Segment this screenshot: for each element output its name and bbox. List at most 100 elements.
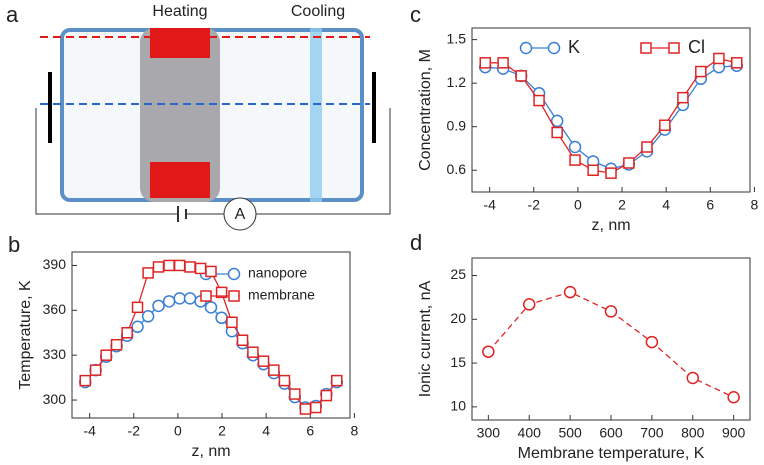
x-tick-label: 0 — [574, 197, 582, 213]
y-tick-label: 1.2 — [447, 74, 467, 90]
panel-label: a — [6, 2, 19, 27]
x-tick-label: 300 — [477, 425, 501, 441]
marker — [194, 262, 207, 275]
y-axis-title: Temperature, K — [17, 280, 34, 390]
marker — [640, 42, 652, 54]
pore-wall — [140, 28, 220, 202]
marker — [79, 374, 91, 387]
marker — [695, 65, 707, 78]
marker — [110, 338, 123, 351]
marker — [551, 126, 563, 139]
marker — [563, 285, 577, 299]
marker — [731, 57, 743, 69]
marker — [604, 305, 618, 318]
marker — [659, 119, 671, 131]
x-axis-title: z, nm — [591, 217, 630, 234]
x-tick-label: 2 — [618, 197, 626, 213]
x-tick-label: 4 — [662, 197, 670, 213]
x-tick-label: 700 — [640, 425, 664, 441]
y-tick-label: 300 — [43, 391, 67, 407]
marker — [278, 374, 291, 387]
plot-frame — [471, 27, 751, 193]
x-tick-label: -2 — [128, 423, 141, 439]
x-tick-label: 6 — [306, 423, 314, 439]
marker — [163, 259, 175, 272]
marker — [522, 298, 536, 311]
y-tick-label: 20 — [450, 310, 466, 326]
marker — [183, 292, 197, 305]
x-tick-label: 600 — [599, 425, 623, 441]
marker — [121, 327, 133, 339]
marker — [100, 349, 112, 361]
panel-label: b — [8, 232, 20, 257]
wire — [256, 108, 391, 215]
marker — [228, 290, 240, 302]
marker — [141, 310, 155, 323]
marker — [299, 403, 312, 415]
marker — [227, 267, 241, 281]
marker — [568, 140, 582, 154]
legend-label: K — [568, 37, 580, 57]
x-tick-label: 900 — [722, 425, 746, 441]
marker — [569, 154, 581, 166]
marker — [547, 41, 561, 55]
x-axis-title: Membrane temperature, K — [518, 445, 705, 462]
y-tick-label: 15 — [450, 354, 466, 370]
marker — [131, 320, 144, 334]
heater-top — [150, 28, 210, 58]
cooling-band — [310, 28, 322, 202]
marker — [623, 157, 635, 169]
marker — [205, 265, 217, 278]
marker — [173, 292, 186, 305]
marker — [310, 401, 322, 414]
marker — [173, 259, 186, 272]
x-tick-label: 800 — [681, 425, 705, 441]
y-tick-label: 1.5 — [447, 30, 467, 46]
y-tick-label: 10 — [450, 398, 466, 414]
simulation-diagram: a A Heating Cooling — [6, 2, 391, 231]
marker — [713, 52, 725, 65]
marker — [320, 389, 333, 402]
marker — [533, 94, 545, 107]
x-tick-label: 500 — [558, 425, 582, 441]
legend-label: nanopore — [248, 265, 307, 281]
marker — [289, 388, 301, 400]
y-tick-label: 25 — [450, 266, 466, 282]
marker — [677, 91, 689, 104]
panel-label: d — [410, 230, 422, 255]
marker — [257, 355, 270, 367]
y-axis-title: Ionic current, nA — [417, 280, 434, 397]
x-tick-label: 0 — [174, 423, 182, 439]
marker — [641, 141, 653, 153]
y-tick-label: 0.6 — [447, 161, 467, 177]
marker — [226, 316, 238, 329]
x-tick-label: 6 — [706, 197, 714, 213]
marker — [142, 267, 154, 279]
heater-bottom — [150, 162, 210, 198]
x-tick-label: -4 — [83, 423, 96, 439]
marker — [268, 364, 280, 376]
marker — [497, 57, 509, 69]
marker — [645, 335, 659, 349]
marker — [605, 167, 617, 179]
x-tick-label: -4 — [483, 197, 496, 213]
plot-frame — [471, 257, 751, 421]
x-tick-label: 400 — [518, 425, 542, 441]
marker — [515, 70, 527, 82]
marker — [131, 301, 144, 314]
marker — [200, 290, 212, 302]
y-axis-title: Concentration, M — [417, 49, 434, 171]
marker — [247, 346, 259, 358]
x-tick-label: 8 — [751, 197, 759, 213]
y-tick-label: 0.9 — [447, 117, 467, 133]
x-tick-label: -2 — [528, 197, 541, 213]
marker — [331, 374, 343, 387]
wire — [35, 108, 178, 215]
marker — [236, 334, 249, 346]
marker — [204, 301, 218, 314]
legend-label: membrane — [248, 287, 315, 303]
marker — [686, 371, 700, 385]
marker — [587, 164, 599, 176]
marker — [727, 390, 740, 404]
legend-label: Cl — [688, 37, 705, 57]
